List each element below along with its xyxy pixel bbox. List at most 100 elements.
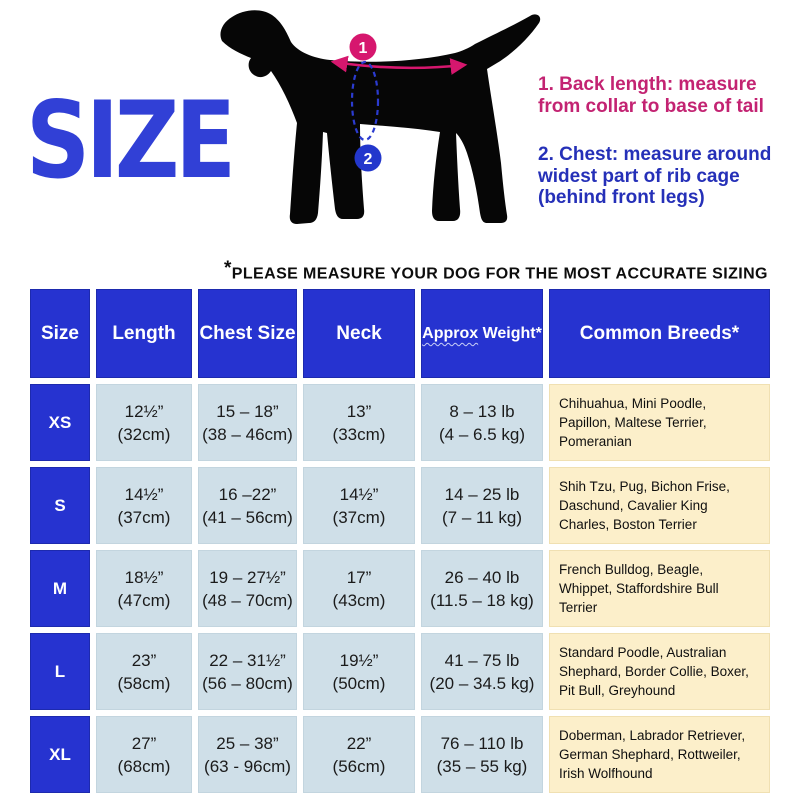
weight-kg: (4 – 6.5 kg) xyxy=(439,424,525,444)
cell-neck: 19½” (50cm) xyxy=(303,633,415,711)
marker-1-label: 1 xyxy=(359,40,368,57)
header-cell-neck: Neck xyxy=(303,289,415,379)
cell-length: 18½” (47cm) xyxy=(96,550,192,628)
length-inches: 27” xyxy=(131,733,157,753)
back-length-arrow xyxy=(330,55,468,75)
row-label: XS xyxy=(30,384,90,462)
note-text: PLEASE MEASURE YOUR DOG FOR THE MOST ACC… xyxy=(231,265,768,283)
weight-kg: (7 – 11 kg) xyxy=(441,507,522,527)
instruction-chest-line2: widest part of rib cage xyxy=(538,165,740,187)
dog-measurement-diagram: 1 2 xyxy=(220,10,541,225)
row-label: L xyxy=(30,633,90,711)
neck-inches: 14½” xyxy=(339,484,379,504)
chest-inches: 15 – 18” xyxy=(216,401,279,421)
header-cell-size: Size xyxy=(30,289,90,379)
header-approx-word: Approx xyxy=(422,324,479,342)
cell-weight: 26 – 40 lb (11.5 – 18 kg) xyxy=(421,550,543,628)
length-cm: (32cm) xyxy=(117,424,171,444)
length-cm: (68cm) xyxy=(117,756,171,776)
cell-chest: 19 – 27½” (48 – 70cm) xyxy=(198,550,297,628)
note-asterisk: * xyxy=(224,258,232,279)
header-cell-length: Length xyxy=(96,289,192,379)
marker-2-badge xyxy=(354,144,382,172)
cell-weight: 76 – 110 lb (35 – 55 kg) xyxy=(421,716,543,794)
length-cm: (37cm) xyxy=(117,507,171,527)
chest-inches: 22 – 31½” xyxy=(209,650,286,670)
weight-kg: (11.5 – 18 kg) xyxy=(430,590,534,610)
neck-cm: (43cm) xyxy=(332,590,386,610)
chest-inches: 25 – 38” xyxy=(216,733,279,753)
cell-breeds: Chihuahua, Mini Poodle, Papillon, Maltes… xyxy=(549,384,770,462)
weight-lb: 26 – 40 lb xyxy=(444,567,520,587)
instruction-chest: 2. Chest: measure around widest part of … xyxy=(538,144,793,209)
neck-cm: (33cm) xyxy=(332,424,386,444)
cell-breeds: Doberman, Labrador Retriever, German She… xyxy=(549,716,770,794)
chest-cm: (56 – 80cm) xyxy=(202,673,293,693)
cell-neck: 14½” (37cm) xyxy=(303,467,415,545)
cell-neck: 13” (33cm) xyxy=(303,384,415,462)
instruction-chest-line3: (behind front legs) xyxy=(538,187,705,208)
chest-cm: (63 - 96cm) xyxy=(204,756,291,776)
header-cell-common-breeds: Common Breeds* xyxy=(549,289,770,379)
neck-inches: 17” xyxy=(346,567,372,587)
weight-lb: 76 – 110 lb xyxy=(440,733,524,753)
row-label: M xyxy=(30,550,90,628)
cell-weight: 41 – 75 lb (20 – 34.5 kg) xyxy=(421,633,543,711)
cell-breeds: French Bulldog, Beagle, Whippet, Staffor… xyxy=(549,550,770,628)
hero-section: SIZE 1 2 1. Back length: measure from co… xyxy=(0,0,800,246)
instruction-back-length-line1: 1. Back length: measure xyxy=(538,74,757,95)
chest-inches: 19 – 27½” xyxy=(209,567,286,587)
header-cell-approx-weight: Approx Weight* xyxy=(421,289,543,379)
cell-breeds: Standard Poodle, Australian Shephard, Bo… xyxy=(549,633,770,711)
header-cell-chest-size: Chest Size xyxy=(198,289,297,379)
chest-measure-ellipse xyxy=(350,60,380,142)
marker-1-badge xyxy=(349,33,377,61)
row-label: XL xyxy=(30,716,90,794)
chest-cm: (38 – 46cm) xyxy=(202,424,293,444)
cell-chest: 16 –22” (41 – 56cm) xyxy=(198,467,297,545)
length-inches: 14½” xyxy=(124,484,164,504)
cell-neck: 22” (56cm) xyxy=(303,716,415,794)
weight-kg: (20 – 34.5 kg) xyxy=(429,673,535,693)
dog-silhouette-icon xyxy=(220,10,541,225)
neck-cm: (37cm) xyxy=(332,507,386,527)
cell-chest: 15 – 18” (38 – 46cm) xyxy=(198,384,297,462)
instruction-back-length-line2: from collar to base of tail xyxy=(538,95,764,117)
measure-instructions: 1. Back length: measure from collar to b… xyxy=(538,74,793,209)
cell-length: 12½” (32cm) xyxy=(96,384,192,462)
neck-inches: 13” xyxy=(346,401,372,421)
weight-lb: 41 – 75 lb xyxy=(444,650,520,670)
length-inches: 18½” xyxy=(124,567,164,587)
cell-neck: 17” (43cm) xyxy=(303,550,415,628)
cell-weight: 8 – 13 lb (4 – 6.5 kg) xyxy=(421,384,543,462)
instruction-back-length: 1. Back length: measure from collar to b… xyxy=(538,74,793,117)
neck-inches: 22” xyxy=(346,733,372,753)
marker-2-label: 2 xyxy=(364,151,373,168)
length-cm: (58cm) xyxy=(117,673,171,693)
cell-chest: 25 – 38” (63 - 96cm) xyxy=(198,716,297,794)
cell-length: 23” (58cm) xyxy=(96,633,192,711)
weight-lb: 8 – 13 lb xyxy=(449,401,515,421)
chest-cm: (41 – 56cm) xyxy=(202,507,293,527)
size-table: Size Length Chest Size Neck Approx Weigh… xyxy=(30,289,770,794)
length-cm: (47cm) xyxy=(117,590,171,610)
chest-cm: (48 – 70cm) xyxy=(202,590,293,610)
cell-weight: 14 – 25 lb (7 – 11 kg) xyxy=(421,467,543,545)
chest-inches: 16 –22” xyxy=(218,484,277,504)
weight-lb: 14 – 25 lb xyxy=(444,484,520,504)
length-inches: 23” xyxy=(131,650,157,670)
measure-note: *PLEASE MEASURE YOUR DOG FOR THE MOST AC… xyxy=(224,256,800,283)
page-title: SIZE xyxy=(26,79,236,202)
weight-kg: (35 – 55 kg) xyxy=(436,756,528,776)
cell-breeds: Shih Tzu, Pug, Bichon Frise, Daschund, C… xyxy=(549,467,770,545)
length-inches: 12½” xyxy=(124,401,164,421)
neck-inches: 19½” xyxy=(339,650,379,670)
instruction-chest-line1: 2. Chest: measure around xyxy=(538,144,772,165)
header-weight-word: Weight* xyxy=(478,324,542,342)
cell-length: 27” (68cm) xyxy=(96,716,192,794)
cell-length: 14½” (37cm) xyxy=(96,467,192,545)
row-label: S xyxy=(30,467,90,545)
neck-cm: (56cm) xyxy=(332,756,386,776)
neck-cm: (50cm) xyxy=(332,673,386,693)
